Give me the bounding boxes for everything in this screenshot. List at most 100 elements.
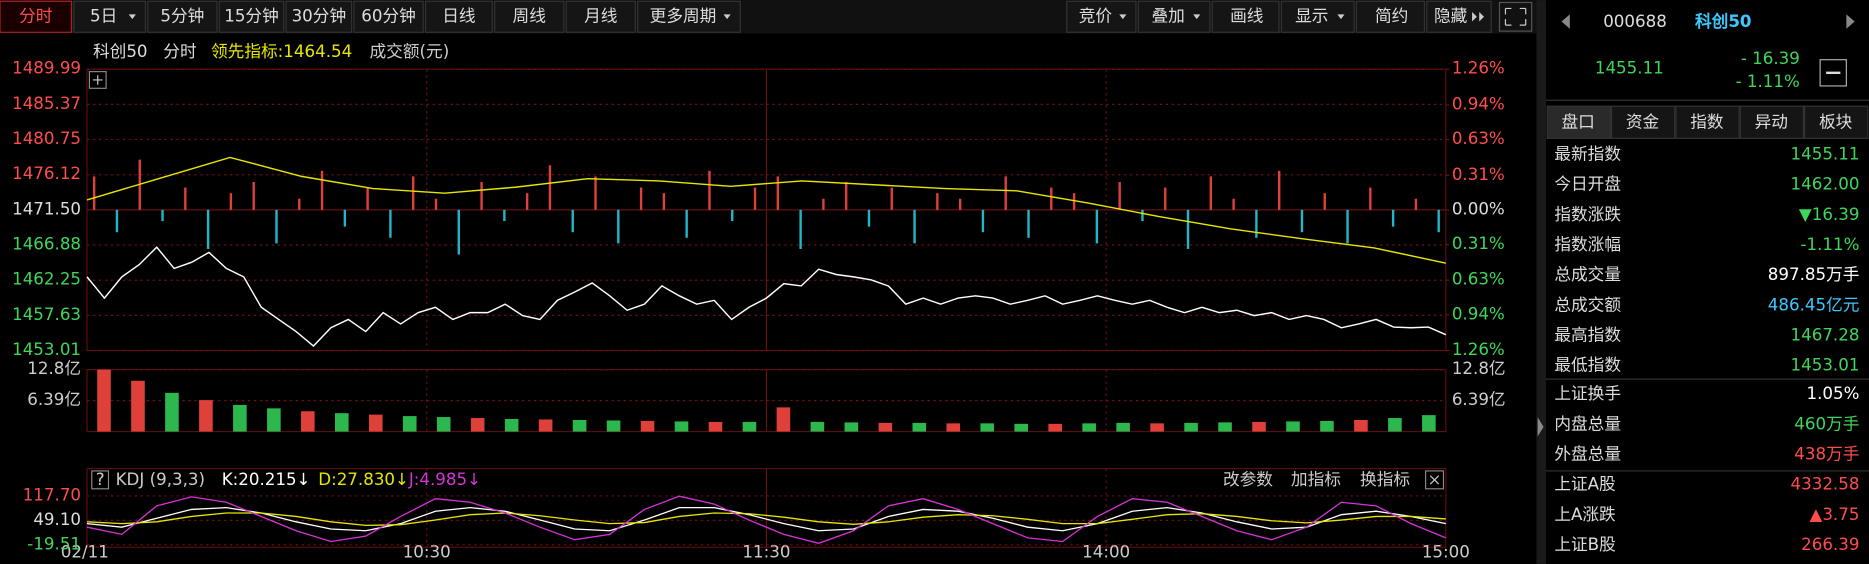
legend-indicator: 领先指标:1464.54 <box>211 42 352 61</box>
legend-name: 科创50 <box>93 42 148 61</box>
indicator-bar <box>685 209 688 238</box>
quote-tab-label: 盘口 <box>1561 112 1594 131</box>
indicator-bar <box>639 187 643 210</box>
period-tab[interactable] <box>147 0 218 33</box>
y-tick-label: 1466.88 <box>12 235 81 254</box>
quote-tab[interactable] <box>1546 105 1611 139</box>
period-tab[interactable] <box>494 0 565 33</box>
kdj-legend-j: J:4.985↓ <box>408 470 481 489</box>
y2-tick-label: 0.94% <box>1452 94 1505 113</box>
kdj-button[interactable]: 加指标 <box>1291 470 1341 489</box>
splitter[interactable] <box>1536 0 1546 564</box>
indicator-bar <box>1369 187 1372 210</box>
tool-button[interactable] <box>1211 0 1280 33</box>
volume-bar <box>335 413 349 432</box>
y2-tick-label: 1.26% <box>1452 59 1505 78</box>
indicator-bar <box>1391 209 1395 227</box>
tool-button[interactable] <box>1355 0 1425 33</box>
quote-tab[interactable] <box>1610 105 1676 139</box>
volume-bar <box>878 422 893 432</box>
fullscreen-button[interactable] <box>1498 1 1533 32</box>
quote-value: 460万手 <box>1794 414 1859 433</box>
y2-tick-label: 12.8亿 <box>1452 359 1506 378</box>
indicator-bar <box>1323 193 1326 210</box>
period-tab[interactable] <box>285 0 353 33</box>
quote-tab[interactable] <box>1739 105 1805 139</box>
indicator-bar <box>1141 209 1144 222</box>
quote-label: 上证A股 <box>1554 475 1616 494</box>
y-tick-label: 1485.37 <box>12 94 81 113</box>
quote-tab[interactable] <box>1804 105 1869 139</box>
volume-bar <box>742 421 757 432</box>
indicator-bar <box>1277 170 1281 210</box>
quote-label: 今日开盘 <box>1554 175 1621 194</box>
volume-bar <box>1320 420 1334 432</box>
indicator-bar <box>275 209 278 244</box>
menu-arrow <box>1193 14 1201 20</box>
indicator-bar <box>1232 198 1235 210</box>
indicator-bar <box>594 176 597 210</box>
series-line <box>86 156 1447 264</box>
indicator-bar <box>913 209 916 244</box>
tool-button[interactable] <box>1066 0 1137 33</box>
indicator-bar <box>229 193 233 210</box>
period-label: 月线 <box>584 6 618 25</box>
collapse-button[interactable] <box>1819 59 1847 87</box>
quote-tab[interactable] <box>1675 105 1740 139</box>
y-tick-label: 6.39亿 <box>27 390 81 409</box>
quote-value: 1.05% <box>1806 384 1859 403</box>
indicator-bar <box>708 170 711 210</box>
quote-label: 最新指数 <box>1554 145 1621 164</box>
series-line <box>86 246 1447 347</box>
quote-label: 上证B股 <box>1554 535 1616 554</box>
quote-value: 897.85万手 <box>1768 265 1860 284</box>
indicator-bar <box>867 209 871 227</box>
y-tick-label: -19.51 <box>27 534 81 553</box>
indicator-bar <box>958 198 962 210</box>
period-tab[interactable] <box>565 0 636 33</box>
tool-label: 简约 <box>1375 6 1408 25</box>
volume-bar <box>470 418 485 432</box>
tool-label: 显示 <box>1295 6 1328 25</box>
period-tab[interactable] <box>424 0 493 33</box>
period-tab[interactable] <box>637 0 741 33</box>
quote-label: 最低指数 <box>1554 356 1621 375</box>
kdj-button[interactable]: 改参数 <box>1223 470 1273 489</box>
quote-value: 486.45亿元 <box>1768 295 1860 314</box>
quote-tab-label: 板块 <box>1819 112 1853 131</box>
quote-value: ▲3.75 <box>1810 505 1860 524</box>
quote-label: 上A涨跌 <box>1554 505 1616 524</box>
indicator-bar <box>753 187 757 210</box>
indicator-bar <box>389 209 392 238</box>
volume-bar <box>1286 421 1300 432</box>
kdj-legend-k: K:20.215↓ <box>222 470 311 489</box>
volume-bar <box>504 419 519 432</box>
period-label: 15分钟 <box>224 6 279 25</box>
kdj-button[interactable]: 换指标 <box>1360 470 1410 489</box>
quote-value: ▼16.39 <box>1799 205 1860 224</box>
menu-arrow <box>723 14 731 20</box>
indicator-bar <box>981 209 985 233</box>
tool-label: 叠加 <box>1151 6 1184 25</box>
indicator-bar <box>525 193 529 210</box>
volume-bar <box>708 421 723 432</box>
indicator-bar <box>890 187 893 210</box>
add-button[interactable] <box>88 71 107 89</box>
close-button[interactable] <box>1424 470 1445 490</box>
kdj-legend-name: KDJ (9,3,3) <box>116 470 205 489</box>
period-tab[interactable] <box>218 0 285 33</box>
period-tab[interactable] <box>0 0 73 33</box>
period-label: 5日 <box>90 6 117 25</box>
quote-label: 总成交量 <box>1554 265 1621 284</box>
indicator-bar <box>822 198 825 210</box>
volume-bar <box>674 421 689 432</box>
period-tab[interactable] <box>353 0 424 33</box>
period-label: 日线 <box>442 6 476 25</box>
indicator-bar <box>503 209 506 222</box>
period-label: 60分钟 <box>361 6 416 25</box>
indicator-bar <box>366 187 369 210</box>
help-button[interactable] <box>91 470 110 490</box>
time-label: 10:30 <box>403 543 451 562</box>
indicator-bar <box>1004 176 1007 210</box>
